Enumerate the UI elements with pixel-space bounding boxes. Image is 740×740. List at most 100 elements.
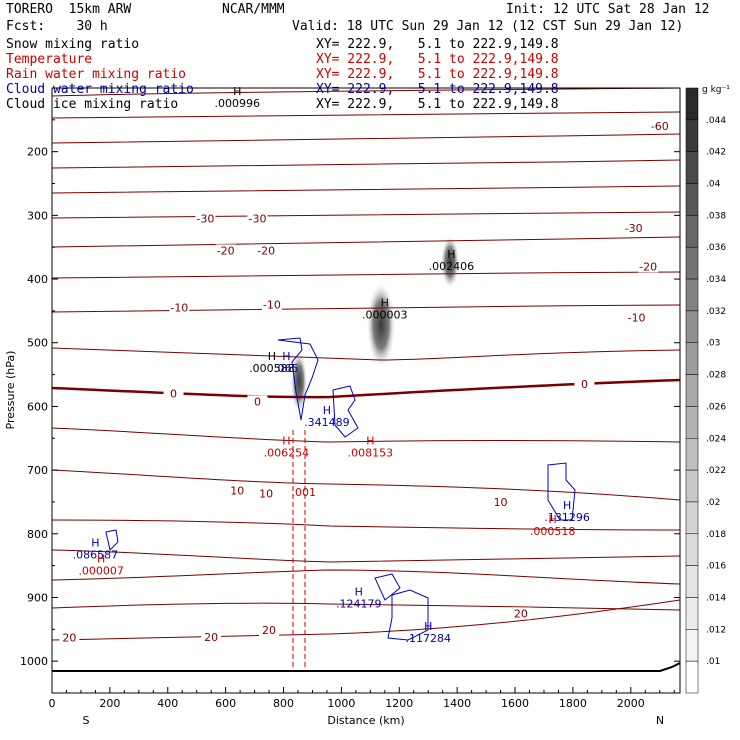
isotherm-label: 20 [204,631,218,644]
isotherm-label: -10 [628,311,646,324]
isotherm-label-bg [626,311,647,324]
colorbar-swatch [685,565,699,598]
colorbar-swatch [685,215,699,248]
extremum-value: .002406 [429,260,475,273]
isotherm-label: 0 [581,378,588,391]
extremum-value: .001 [292,486,317,499]
extremum-value: .006254 [264,447,310,460]
isotherm-label-bg [227,484,248,497]
extremum-marker: H [282,435,290,448]
x-tick-label-200: 200 [99,697,120,710]
isotherm-label: -10 [170,302,188,315]
cloud-ice-shade-middle [367,283,395,367]
isotherm-label: 0 [170,388,177,401]
isotherm-label: -20 [639,260,657,273]
x-axis: 0 200 400 600 800 1000 1200 1400 1600 1800 2000 [49,687,675,710]
isotherm-label-bg [261,298,282,311]
colorbar-tick-label: .01 [706,657,720,667]
colorbar-swatch [685,342,699,375]
isotherm-label-bg [259,623,280,636]
extrema-labels: H.000996H.002406H.000003H.000588H.065H.3… [73,85,590,645]
valid-time: Valid: 18 UTC Sun 29 Jan 12 (12 CST Sun … [292,19,684,34]
y-tick-label-600: 600 [27,400,48,413]
x-end-label-south: S [83,714,90,727]
colorbar-swatch [685,183,699,216]
colorbar-tick-label: .038 [706,211,726,221]
colorbar-tick-label: .024 [706,434,726,444]
extremum-marker: H [549,513,557,526]
x-tick-label-1600: 1600 [501,697,529,710]
field-xy-cloud-ice: XY= 222.9, 5.1 to 222.9,149.8 [316,97,559,112]
isotherm-label-bg [247,395,268,408]
isotherm-label-bg [201,630,222,643]
isotherm-label-bg [490,495,511,508]
isotherm-label-bg [623,222,644,235]
colorbar-tick-label: .018 [706,530,726,540]
colorbar-swatch [685,87,699,121]
extremum-marker: H [323,404,331,417]
isotherm-label-bg [256,487,277,500]
y-tick-label-800: 800 [27,528,48,541]
x-tick-label-1000: 1000 [327,697,355,710]
isotherm-label: -20 [217,244,235,257]
extremum-value: .000996 [214,97,260,110]
isotherm-label-bg [215,244,236,257]
y-tick-label-400: 400 [27,273,48,286]
x-axis-label: Distance (km) [327,714,404,727]
isotherm-label: -30 [248,213,266,226]
colorbar-swatch [685,119,699,152]
colorbar-tick-label: .034 [706,275,726,285]
isotherm-label: -20 [257,244,275,257]
colorbar-swatch [685,151,699,184]
isotherm-label: 20 [514,607,528,620]
colorbar-unit: g kg⁻¹ [702,85,730,95]
isotherm-label: -30 [196,213,214,226]
isotherm-label: 10 [494,496,508,509]
colorbar-tick-label: .036 [706,243,726,253]
colorbar-tick-label: .022 [706,466,726,476]
colorbar-swatch [685,469,699,503]
x-end-label-north: N [656,714,664,727]
field-xy-snow: XY= 222.9, 5.1 to 222.9,149.8 [316,37,559,52]
x-tick-label-1800: 1800 [559,697,587,710]
field-xy-rain: XY= 222.9, 5.1 to 222.9,149.8 [316,67,559,82]
cloud-ice-shade-upper [441,236,459,288]
colorbar-swatch [685,629,699,662]
forecast-hour: Fcst: 30 h [6,19,108,34]
extremum-marker: H [97,553,105,566]
y-tick-label-200: 200 [27,146,48,159]
x-tick-label-2000: 2000 [617,697,645,710]
colorbar-swatch [685,533,699,566]
extremum-marker: H [424,620,432,633]
extremum-value: .000588 [249,362,295,375]
rain-dashed-lines [292,430,306,670]
colorbar-swatch [685,597,699,630]
isotherm-label-bg [59,631,80,644]
colorbar-tick-label: .028 [706,371,726,381]
x-tick-label-1400: 1400 [443,697,471,710]
x-tick-label-1200: 1200 [385,697,413,710]
colorbar-tick-label: .02 [706,498,720,508]
isotherm-labels: -60 -30 -30 -30 -20 -20 -20 -10 -10 -10 0 0 0 10 10 10 2… [59,120,670,645]
x-tick-label-0: 0 [49,697,56,710]
y-tick-label-700: 700 [27,464,48,477]
colorbar-swatch [685,406,699,439]
isotherm-label-bg [195,212,216,225]
isotherm-label-bg [649,120,670,133]
colorbar: .044 .042 .04 .038 .036 .034 .032 .03 .028 .026 .0… [685,87,726,694]
field-name-temperature: Temperature [6,52,93,67]
extremum-value: .000518 [530,525,576,538]
isotherm-label: -30 [625,222,643,235]
x-tick-label-800: 800 [273,697,294,710]
field-name-cloud-water: Cloud water mixing ratio [6,82,194,97]
extremum-value: .131296 [544,511,590,524]
colorbar-tick-label: .012 [706,625,726,635]
extremum-marker: H [563,499,571,512]
colorbar-tick-label: .042 [706,148,726,158]
colorbar-swatch [685,501,699,535]
colorbar-swatch [685,278,699,312]
y-tick-label-500: 500 [27,337,48,350]
colorbar-tick-label: .014 [706,593,726,603]
